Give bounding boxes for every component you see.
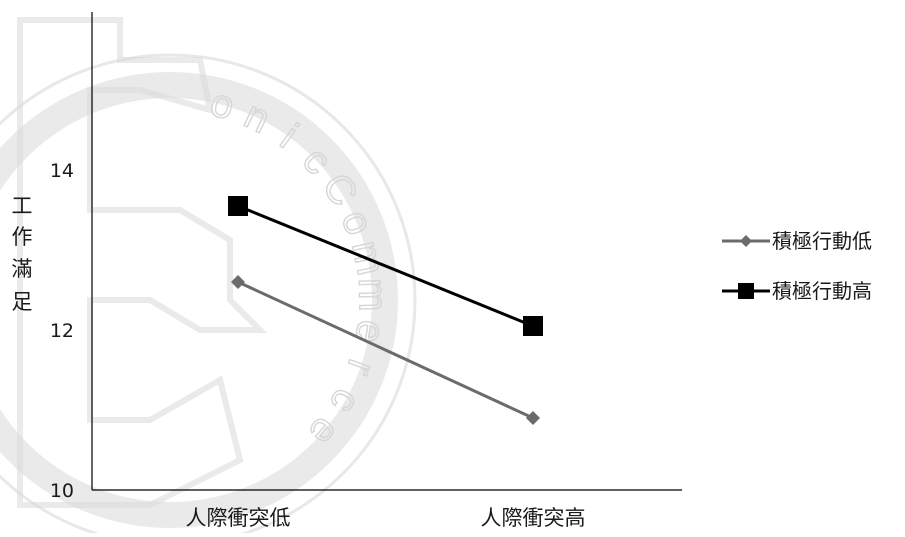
legend-item: 積極行動高: [722, 279, 872, 303]
y-tick-label: 12: [50, 320, 74, 342]
data-point-square: [228, 196, 248, 216]
data-point-diamond: [231, 275, 245, 289]
legend-item: 積極行動低: [722, 229, 872, 253]
y-axis-label-char: 作: [12, 225, 33, 249]
legend-marker-square: [738, 283, 754, 299]
watermark-letter: m: [350, 277, 395, 311]
chart-axes: 10 12 14 人際衝突低 人際衝突高: [50, 12, 682, 530]
legend-label: 積極行動高: [772, 279, 872, 303]
watermark-emblem: [17, 17, 268, 508]
watermark-ring: [0, 72, 398, 528]
series-line: [237, 280, 534, 420]
y-tick-label: 10: [50, 480, 74, 502]
series-line: [237, 204, 534, 328]
x-category-label: 人際衝突高: [481, 506, 586, 530]
watermark-outer-ring: [0, 53, 417, 537]
y-axis-label-char: 滿: [12, 257, 33, 281]
y-axis-label-char: 足: [12, 290, 33, 314]
series-low: [231, 275, 540, 425]
x-category-label: 人際衝突低: [186, 506, 291, 530]
data-point-diamond: [526, 411, 540, 425]
series-high: [228, 196, 543, 336]
data-point-square: [523, 316, 543, 336]
y-axis-label-char: 工: [12, 194, 33, 218]
chart-series: [228, 196, 543, 425]
legend-marker-diamond: [740, 235, 752, 247]
legend-label: 積極行動低: [772, 229, 872, 253]
y-tick-label: 14: [50, 160, 74, 182]
